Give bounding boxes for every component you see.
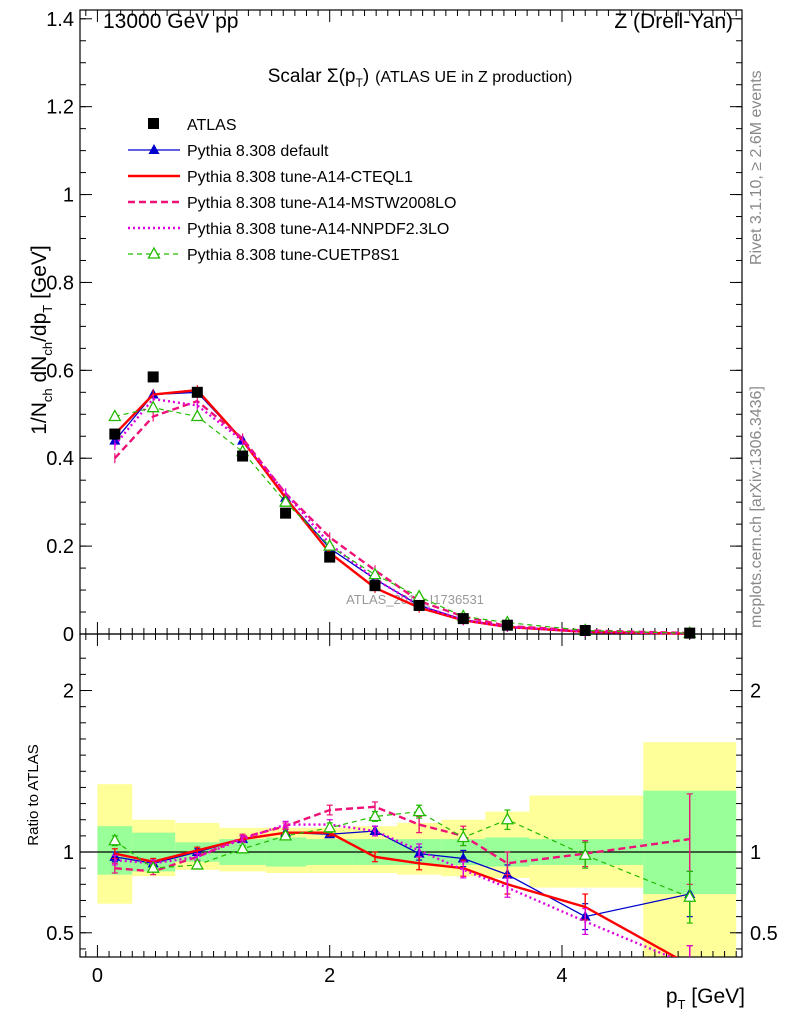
x-tick-label: 2 [324, 965, 335, 987]
ratio-y-tick-label: 1 [63, 842, 74, 864]
ratio-point-pythia-8-308-tune-cuetp8s1 [412, 804, 426, 817]
point-atlas [280, 507, 292, 519]
point-atlas [109, 428, 121, 440]
ratio-line-pythia-8-308-tune-a14-nnpdf2-3lo [114, 823, 674, 957]
header-left: 13000 GeV pp [103, 10, 238, 33]
point-atlas [237, 450, 249, 462]
top-y-axis-label: 1/Nch dNch/dpT [GeV] [28, 245, 55, 435]
ratio-line-pythia-8-308-tune-a14-mstw2008lo [114, 805, 690, 873]
point-atlas [413, 599, 425, 611]
top-y-tick-label: 1 [63, 185, 74, 207]
legend-label-pythia-8-308-tune-cuetp8s1: Pythia 8.308 tune-CUETP8S1 [187, 247, 400, 264]
point-atlas [579, 624, 591, 636]
top-y-tick-label: 1.4 [46, 9, 74, 31]
point-pythia-8-308-tune-cuetp8s1 [323, 538, 337, 551]
ratio-y-tick-label: 2 [63, 681, 74, 703]
ratio-point-pythia-8-308-tune-cuetp8s1 [190, 857, 204, 870]
point-pythia-8-308-default [109, 434, 121, 445]
title-rest: (ATLAS UE in Z production) [375, 69, 572, 86]
point-pythia-8-308-tune-cuetp8s1 [108, 409, 122, 422]
top-y-tick-label: 0.6 [46, 360, 74, 382]
legend-label-atlas: ATLAS [187, 117, 237, 134]
ratio-y-tick-label-right: 2 [750, 681, 761, 703]
top-y-tick-label: 0 [63, 624, 74, 646]
point-pythia-8-308-tune-cuetp8s1 [190, 409, 204, 422]
top-y-tick-label: 0.4 [46, 448, 74, 470]
title-prefix: Scalar Σ(p [268, 66, 356, 87]
point-pythia-8-308-tune-cuetp8s1 [278, 494, 293, 507]
ratio-uncertainty-bands [97, 742, 737, 957]
ratio-panel-series [108, 793, 697, 957]
series-line-pythia-8-308-tune-cuetp8s1 [114, 407, 690, 634]
ratio-panel-axes: 0 2 4 0.5 0.5 1 1 2 2 [46, 633, 778, 987]
ratio-y-tick-label: 0.5 [46, 923, 74, 945]
ratio-point-pythia-8-308-tune-cuetp8s1 [146, 860, 160, 873]
top-y-tick-label: 0.2 [46, 536, 74, 558]
ratio-line-pythia-8-308-default [114, 830, 690, 918]
legend-marker-atlas [148, 118, 159, 129]
ratio-line-pythia-8-308-tune-cuetp8s1 [114, 811, 690, 898]
point-atlas [147, 371, 159, 383]
ratio-point-pythia-8-308-tune-cuetp8s1 [500, 812, 514, 825]
legend-marker-pythia-8-308-tune-cuetp8s1 [147, 246, 161, 259]
ratio-point-pythia-8-308-tune-cuetp8s1 [108, 833, 122, 846]
point-atlas [191, 386, 203, 398]
ratio-point-pythia-8-308-tune-cuetp8s1 [578, 847, 592, 860]
legend-label-pythia-8-308-default: Pythia 8.308 default [187, 143, 329, 160]
legend-marker-pythia-8-308-default [148, 144, 160, 154]
point-pythia-8-308-tune-cuetp8s1 [368, 567, 382, 580]
point-atlas [684, 627, 696, 639]
top-y-tick-label: 0.8 [46, 272, 74, 294]
ratio-point-pythia-8-308-tune-cuetp8s1 [683, 889, 697, 902]
ratio-line-pythia-8-308-tune-a14-cteql1 [114, 831, 678, 957]
top-frame [79, 9, 743, 635]
mcplots-label: mcplots.cern.ch [arXiv:1306.3436] [748, 386, 765, 628]
ratio-point-pythia-8-308-tune-cuetp8s1 [235, 841, 250, 854]
series-line-pythia-8-308-tune-a14-mstw2008lo [113, 399, 690, 635]
series-line-pythia-8-308-tune-a14-nnpdf2-3lo [113, 397, 690, 635]
legend-label-pythia-8-308-tune-a14-mstw2008lo: Pythia 8.308 tune-A14-MSTW2008LO [187, 195, 456, 212]
ratio-y-axis-label: Ratio to ATLAS [25, 744, 42, 845]
legend-label-pythia-8-308-tune-a14-nnpdf2-3lo: Pythia 8.308 tune-A14-NNPDF2.3LO [187, 221, 449, 238]
point-atlas [457, 613, 469, 625]
top-panel-series [108, 371, 697, 639]
ratio-point-pythia-8-308-tune-cuetp8s1 [456, 830, 470, 843]
title-suffix: ) [363, 66, 369, 87]
ratio-point-pythia-8-308-tune-cuetp8s1 [323, 820, 337, 833]
title-sub: T [356, 76, 364, 90]
legend: ATLAS Pythia 8.308 default Pythia 8.308 tu… [128, 117, 456, 264]
point-atlas [324, 551, 336, 563]
rivet-label: Rivet 3.1.10, ≥ 2.6M events [748, 70, 765, 265]
ratio-y-tick-label-right: 1 [750, 842, 761, 864]
ratio-point-pythia-8-308-tune-cuetp8s1 [368, 809, 382, 822]
ratio-point-pythia-8-308-tune-cuetp8s1 [278, 828, 293, 841]
ratio-y-tick-label-right: 0.5 [750, 923, 778, 945]
point-atlas [369, 580, 381, 592]
plot-title: Scalar Σ(pT) (ATLAS UE in Z production) [268, 66, 573, 90]
point-pythia-8-308-tune-cuetp8s1 [146, 400, 160, 413]
header-right: Z (Drell-Yan) [614, 10, 733, 33]
x-axis-label: pT [GeV] [666, 985, 745, 1012]
x-tick-label: 0 [92, 965, 103, 987]
top-panel-axes: 0 0.2 0.4 0.6 0.8 1 1.2 1.4 [46, 9, 743, 646]
point-atlas [501, 619, 513, 631]
top-y-tick-label: 1.2 [46, 97, 74, 119]
legend-label-pythia-8-308-tune-a14-cteql1: Pythia 8.308 tune-A14-CTEQL1 [187, 169, 413, 186]
x-tick-label: 4 [556, 965, 567, 987]
